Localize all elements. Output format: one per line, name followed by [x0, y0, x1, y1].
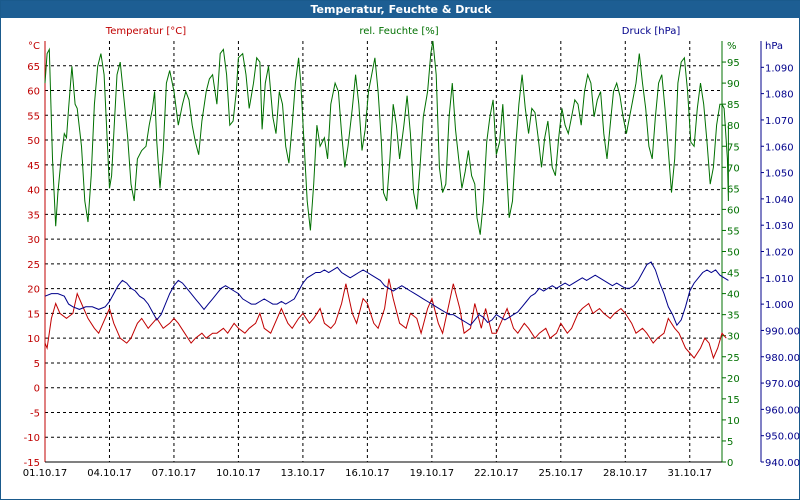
- temperature-tick-label: 30: [27, 235, 40, 246]
- pressure-tick-label: 970.000: [765, 379, 800, 390]
- humidity-axis-title: rel. Feuchte [%]: [359, 26, 438, 37]
- pressure-tick-label: 1.090: [765, 63, 794, 74]
- axes: [44, 41, 764, 463]
- x-tick-label: 01.10.17: [23, 468, 68, 479]
- temperature-tick-label: 25: [27, 260, 40, 271]
- temperature-tick-label: 65: [27, 62, 40, 73]
- x-tick-label: 10.10.17: [216, 468, 261, 479]
- temperature-line: [44, 278, 727, 360]
- axis-labels: 01.10.17 04.10.17 07.10.17 10.10.17 13.10.17…: [23, 26, 800, 479]
- temperature-axis-title: Temperatur [°C]: [105, 26, 186, 37]
- temperature-tick-label: 35: [27, 210, 40, 221]
- temperature-tick-label: 10: [27, 334, 40, 345]
- humidity-tick-label: 20: [727, 374, 740, 385]
- pressure-tick-label: 1.020: [765, 248, 794, 259]
- temperature-tick-label: 15: [27, 309, 40, 320]
- x-tick-label: 19.10.17: [410, 468, 455, 479]
- series-lines: [44, 40, 729, 360]
- pressure-tick-label: 990.000: [765, 326, 800, 337]
- temperature-tick-label: 55: [27, 111, 40, 122]
- pressure-tick-label: 940.000: [765, 458, 800, 469]
- pressure-tick-label: 1.000: [765, 300, 794, 311]
- humidity-tick-label: 0: [727, 458, 733, 469]
- pressure-unit: hPa: [765, 41, 783, 52]
- x-tick-label: 04.10.17: [87, 468, 132, 479]
- x-tick-label: 31.10.17: [667, 468, 712, 479]
- humidity-tick-label: 40: [727, 290, 740, 301]
- humidity-tick-label: 35: [727, 311, 740, 322]
- grid: [45, 41, 722, 462]
- chart-title: Temperatur, Feuchte & Druck: [1, 1, 800, 18]
- x-tick-label: 22.10.17: [474, 468, 519, 479]
- pressure-tick-label: 1.030: [765, 221, 794, 232]
- humidity-tick-label: 25: [727, 353, 740, 364]
- humidity-tick-label: 85: [727, 100, 740, 111]
- x-tick-label: 13.10.17: [281, 468, 326, 479]
- pressure-tick-label: 960.000: [765, 405, 800, 416]
- humidity-tick-label: 60: [727, 205, 740, 216]
- humidity-tick-label: 55: [727, 226, 740, 237]
- temperature-tick-label: 0: [34, 384, 40, 395]
- humidity-tick-label: 50: [727, 248, 740, 259]
- pressure-tick-label: 1.060: [765, 142, 794, 153]
- temperature-tick-label: 60: [27, 87, 40, 98]
- x-tick-label: 07.10.17: [152, 468, 197, 479]
- humidity-line: [44, 40, 729, 235]
- temperature-tick-label: 40: [27, 186, 40, 197]
- temperature-unit: °C: [28, 41, 40, 52]
- pressure-tick-label: 1.070: [765, 116, 794, 127]
- pressure-tick-label: 980.000: [765, 353, 800, 364]
- temperature-tick-label: 5: [34, 359, 40, 370]
- humidity-tick-label: 45: [727, 269, 740, 280]
- x-tick-label: 25.10.17: [539, 468, 584, 479]
- humidity-tick-label: 90: [727, 79, 740, 90]
- humidity-unit: %: [727, 41, 737, 52]
- pressure-tick-label: 1.050: [765, 169, 794, 180]
- pressure-tick-label: 1.080: [765, 90, 794, 101]
- humidity-tick-label: 95: [727, 58, 740, 69]
- humidity-tick-label: 10: [727, 416, 740, 427]
- humidity-tick-label: 80: [727, 121, 740, 132]
- pressure-tick-label: 950.000: [765, 432, 800, 443]
- pressure-line: [44, 261, 729, 327]
- temperature-tick-label: 20: [27, 285, 40, 296]
- humidity-tick-label: 5: [727, 437, 733, 448]
- pressure-tick-label: 1.010: [765, 274, 794, 285]
- x-tick-label: 16.10.17: [345, 468, 390, 479]
- pressure-tick-label: 1.040: [765, 195, 794, 206]
- humidity-tick-label: 65: [727, 184, 740, 195]
- humidity-tick-label: 30: [727, 332, 740, 343]
- pressure-axis-title: Druck [hPa]: [622, 26, 681, 37]
- temperature-tick-label: -10: [24, 433, 40, 444]
- temperature-tick-label: -5: [30, 408, 40, 419]
- temperature-tick-label: 45: [27, 161, 40, 172]
- humidity-tick-label: 15: [727, 395, 740, 406]
- humidity-tick-label: 70: [727, 163, 740, 174]
- x-tick-label: 28.10.17: [603, 468, 648, 479]
- temperature-tick-label: -15: [24, 458, 40, 469]
- humidity-tick-label: 75: [727, 142, 740, 153]
- temperature-tick-label: 50: [27, 136, 40, 147]
